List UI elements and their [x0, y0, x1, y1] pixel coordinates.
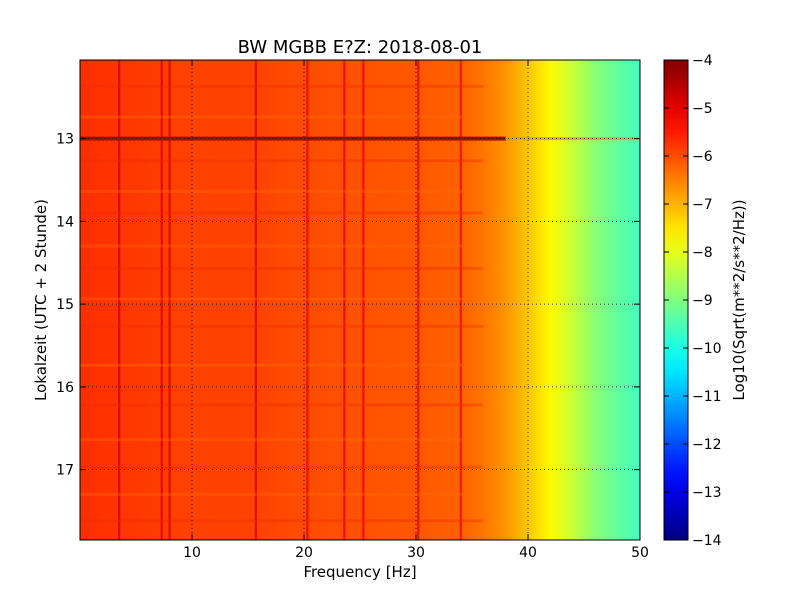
colorbar-tick-label: −5 [692, 101, 713, 117]
grid-lines [80, 60, 640, 540]
time-band [80, 297, 484, 301]
colorbar-tick-label: −4 [692, 53, 713, 69]
y-axis-ticks: 13 14 15 16 17 [56, 132, 640, 479]
time-bands [80, 84, 484, 523]
time-band [80, 159, 484, 163]
time-band [80, 244, 484, 248]
colorbar-tick-label: −6 [692, 149, 713, 165]
x-tick-label: 20 [295, 545, 313, 561]
y-tick-label: 16 [56, 380, 74, 396]
time-band [80, 438, 484, 442]
x-axis-label: Frequency [Hz] [303, 563, 416, 581]
colorbar-tick-label: −10 [692, 341, 722, 357]
time-band [80, 211, 484, 215]
x-tick-label: 40 [519, 545, 537, 561]
colorbar-tick-label: −14 [692, 533, 722, 549]
chart-title: BW MGBB E?Z: 2018-08-01 [238, 37, 483, 58]
time-band [80, 403, 484, 407]
colorbar-tick-label: −8 [692, 245, 713, 261]
time-band [80, 115, 484, 119]
y-tick-label: 14 [56, 214, 74, 230]
x-tick-label: 10 [183, 545, 201, 561]
time-band [80, 266, 484, 270]
time-band [80, 519, 484, 523]
time-band [80, 492, 484, 496]
time-band [80, 324, 484, 328]
y-tick-label: 17 [56, 463, 74, 479]
x-tick-label: 50 [631, 545, 649, 561]
x-axis-ticks: 10 20 30 40 50 [183, 60, 649, 561]
plot-frame [79, 59, 641, 541]
colorbar-tick-label: −11 [692, 389, 722, 405]
plot-area [80, 60, 640, 540]
time-band [80, 84, 484, 88]
x-tick-label: 30 [407, 545, 425, 561]
colorbar-ticks: −4 −5 −6 −7 −8 −9 −10 −11 −12 −13 −14 [664, 53, 722, 549]
time-band [80, 189, 484, 193]
colorbar-label: Log10(Sqrt(m**2/s**2/Hz)) [730, 199, 748, 400]
colorbar: −4 −5 −6 −7 −8 −9 −10 −11 −12 −13 −14 Log10(Sqrt(m… [663, 53, 748, 549]
y-tick-label: 13 [56, 132, 74, 148]
colorbar-tick-label: −13 [692, 485, 722, 501]
colorbar-tick-label: −12 [692, 437, 722, 453]
colorbar-tick-label: −9 [692, 293, 713, 309]
time-band [80, 465, 484, 469]
colorbar-tick-label: −7 [692, 197, 713, 213]
time-band [80, 363, 484, 367]
y-axis-label: Lokalzeit (UTC + 2 Stunde) [32, 199, 50, 401]
y-tick-label: 15 [56, 297, 74, 313]
